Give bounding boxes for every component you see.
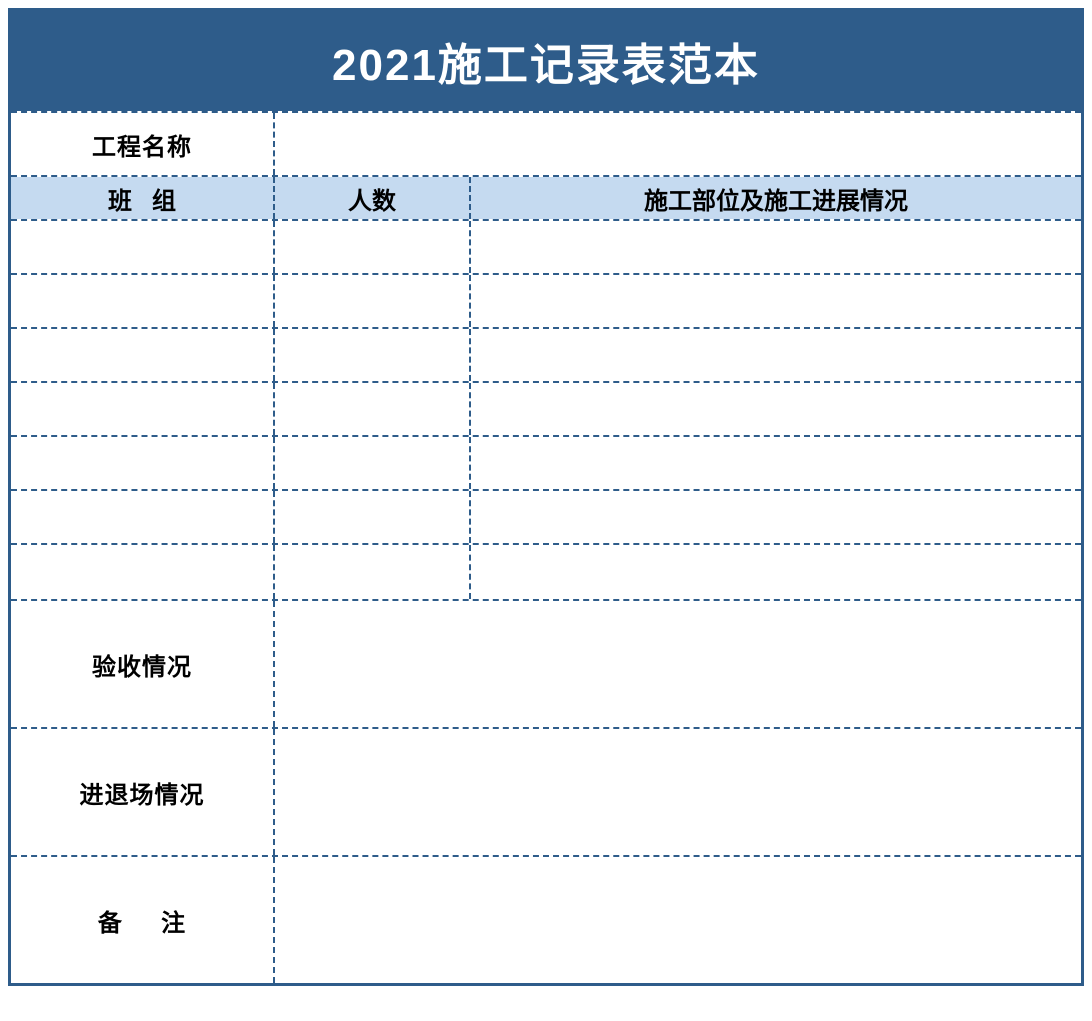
progress-cell[interactable] xyxy=(471,491,1081,543)
project-name-row: 工程名称 xyxy=(11,111,1081,175)
team-cell[interactable] xyxy=(11,491,275,543)
entry-exit-value[interactable] xyxy=(275,729,1081,855)
count-cell[interactable] xyxy=(275,383,471,435)
construction-record-table: 2021施工记录表范本 工程名称 班 组 人数 施工部位及施工进展情况 xyxy=(8,8,1084,986)
data-row xyxy=(11,273,1081,327)
team-cell[interactable] xyxy=(11,383,275,435)
table-title: 2021施工记录表范本 xyxy=(11,11,1081,111)
count-cell[interactable] xyxy=(275,491,471,543)
column-header-row: 班 组 人数 施工部位及施工进展情况 xyxy=(11,175,1081,219)
entry-exit-label: 进退场情况 xyxy=(11,729,275,855)
acceptance-value[interactable] xyxy=(275,601,1081,727)
count-cell[interactable] xyxy=(275,545,471,599)
remarks-row: 备 注 xyxy=(11,855,1081,983)
team-cell[interactable] xyxy=(11,275,275,327)
team-header: 班 组 xyxy=(11,177,275,219)
project-name-label: 工程名称 xyxy=(11,113,275,175)
count-header: 人数 xyxy=(275,177,471,219)
progress-header: 施工部位及施工进展情况 xyxy=(471,177,1081,219)
progress-cell[interactable] xyxy=(471,221,1081,273)
count-cell[interactable] xyxy=(275,221,471,273)
data-row xyxy=(11,489,1081,543)
data-row xyxy=(11,381,1081,435)
team-cell[interactable] xyxy=(11,545,275,599)
project-name-value[interactable] xyxy=(275,113,1081,175)
count-cell[interactable] xyxy=(275,329,471,381)
acceptance-label: 验收情况 xyxy=(11,601,275,727)
progress-cell[interactable] xyxy=(471,437,1081,489)
remarks-value[interactable] xyxy=(275,857,1081,983)
progress-cell[interactable] xyxy=(471,275,1081,327)
progress-cell[interactable] xyxy=(471,329,1081,381)
team-cell[interactable] xyxy=(11,329,275,381)
remarks-label: 备 注 xyxy=(11,857,275,983)
count-cell[interactable] xyxy=(275,437,471,489)
acceptance-row: 验收情况 xyxy=(11,599,1081,727)
entry-exit-row: 进退场情况 xyxy=(11,727,1081,855)
progress-cell[interactable] xyxy=(471,545,1081,599)
progress-cell[interactable] xyxy=(471,383,1081,435)
team-cell[interactable] xyxy=(11,221,275,273)
data-row xyxy=(11,543,1081,599)
data-row xyxy=(11,219,1081,273)
data-row xyxy=(11,327,1081,381)
data-row xyxy=(11,435,1081,489)
team-cell[interactable] xyxy=(11,437,275,489)
count-cell[interactable] xyxy=(275,275,471,327)
